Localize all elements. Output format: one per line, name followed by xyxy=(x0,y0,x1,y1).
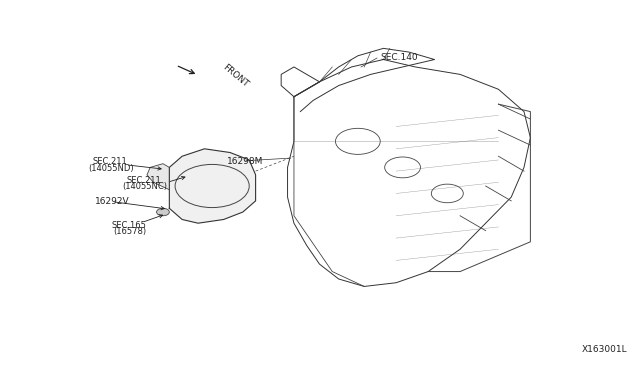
Text: (14055NC): (14055NC) xyxy=(122,182,167,191)
Polygon shape xyxy=(147,164,170,190)
Text: SEC.140: SEC.140 xyxy=(380,53,418,62)
Text: 16292V: 16292V xyxy=(95,197,129,206)
Polygon shape xyxy=(170,149,255,223)
Polygon shape xyxy=(287,60,531,286)
Text: (16578): (16578) xyxy=(114,227,147,236)
Text: 16298M: 16298M xyxy=(227,157,263,166)
Text: SEC.211: SEC.211 xyxy=(93,157,127,166)
Text: FRONT: FRONT xyxy=(220,63,250,90)
Text: SEC.165: SEC.165 xyxy=(112,221,147,230)
Text: X163001L: X163001L xyxy=(582,345,627,354)
Text: (14055ND): (14055ND) xyxy=(88,164,134,173)
Text: SEC.211: SEC.211 xyxy=(127,176,161,185)
Circle shape xyxy=(157,208,170,216)
Polygon shape xyxy=(281,67,319,97)
